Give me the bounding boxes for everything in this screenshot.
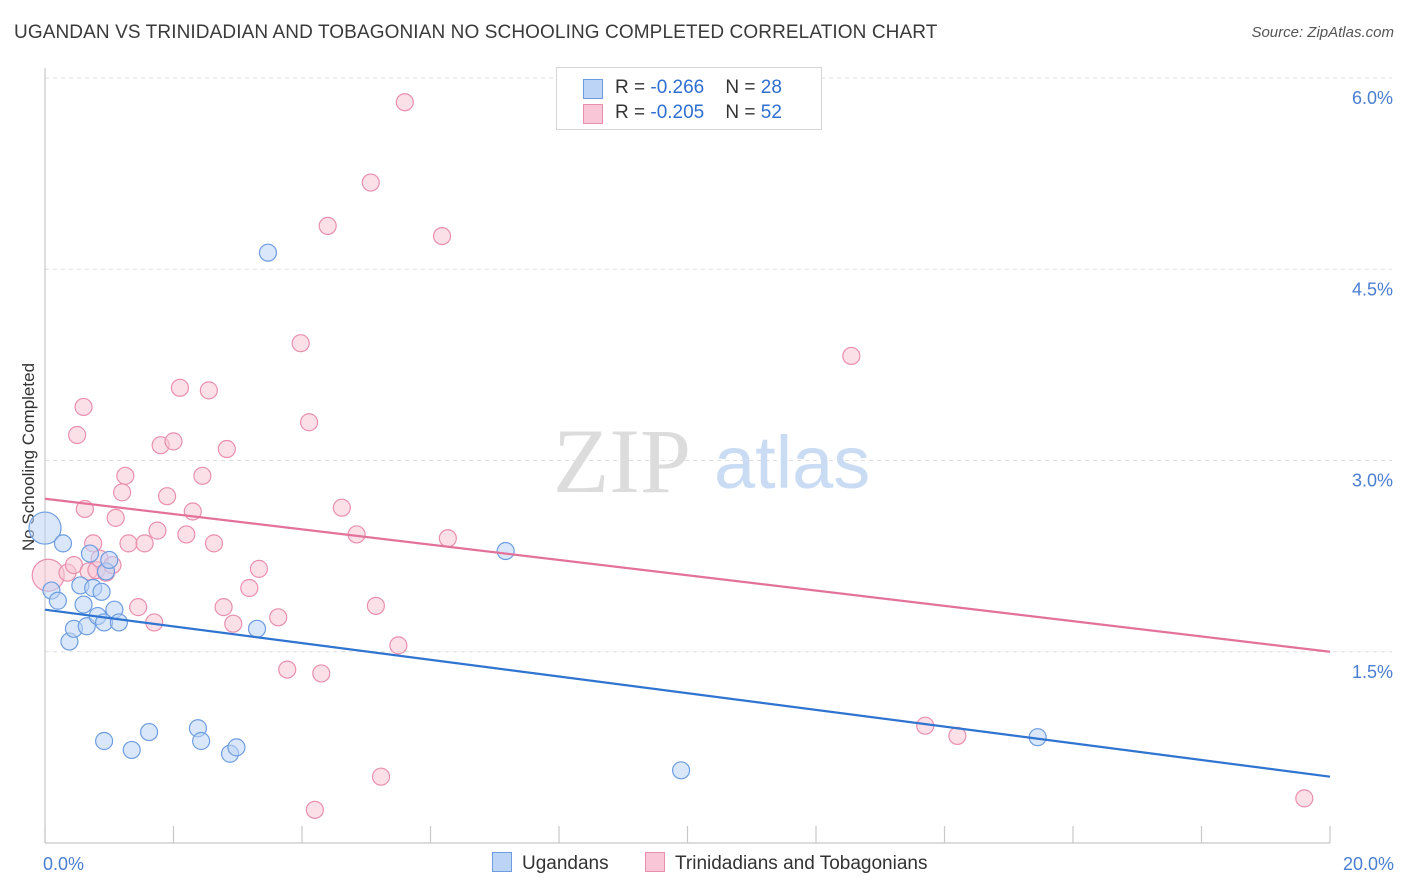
- legend-n-label: N =: [725, 77, 761, 98]
- ugandans-point-19: [122, 740, 141, 760]
- trinidadians-point-4: [74, 397, 93, 417]
- ugandans-point-24: [227, 738, 246, 757]
- legend-swatch-blue: [583, 79, 603, 99]
- trinidadians-point-19: [148, 521, 167, 540]
- watermark: ZIP atlas: [553, 410, 870, 512]
- y-tick-label-1: 3.0%: [1352, 471, 1393, 491]
- y-tick-label-3: 6.0%: [1352, 88, 1393, 108]
- trinidadians-point-31: [224, 614, 243, 633]
- ugandans-point-25: [247, 619, 267, 638]
- trinidadians-point-3: [68, 425, 87, 445]
- trinidadians-point-43: [361, 173, 380, 192]
- trinidadians-point-41: [332, 498, 351, 517]
- trinidadians-point-22: [164, 432, 183, 451]
- legend-label-ugandans: Ugandans: [522, 853, 609, 874]
- ugandans-point-3: [53, 534, 73, 553]
- trinidadians-point-48: [432, 227, 452, 246]
- trinidadians-point-28: [204, 534, 224, 553]
- legend-r-value: -0.205: [650, 102, 705, 123]
- x-tick-label-1: 20.0%: [1343, 854, 1394, 874]
- series-trinidadians-points: [31, 93, 1314, 819]
- ugandans-point-28: [671, 761, 691, 780]
- ugandans-point-27: [496, 541, 515, 561]
- trinidadians-point-30: [217, 439, 236, 459]
- trinidadians-point-27: [199, 381, 218, 400]
- chart-title: UGANDAN VS TRINIDADIAN AND TOBAGONIAN NO…: [14, 22, 938, 43]
- legend-r-label: R =: [615, 102, 651, 123]
- trinidadians-point-12: [106, 508, 125, 527]
- x-tick-labels: 0.0% 20.0%: [43, 854, 1394, 874]
- correlation-legend: R = -0.266 N = 28 R = -0.205 N = 52: [556, 67, 822, 130]
- trinidadians-point-34: [269, 608, 288, 627]
- ugandans-point-15: [100, 550, 119, 570]
- legend-swatch-trinidadians: [645, 852, 665, 872]
- gridlines: [45, 77, 1392, 653]
- trinidadians-point-40: [318, 216, 337, 235]
- trinidadians-point-29: [214, 598, 233, 617]
- legend-r-label: R =: [615, 77, 651, 98]
- ugandans-point-26: [258, 243, 278, 262]
- trinidadians-point-46: [389, 636, 408, 655]
- watermark-zip: ZIP: [553, 410, 691, 512]
- ugandans-point-9: [80, 544, 100, 563]
- axes: [44, 68, 1331, 844]
- legend-item-ugandans: Ugandans: [492, 852, 609, 875]
- trinidadians-point-32: [240, 578, 259, 598]
- ugandans-point-7: [74, 595, 93, 614]
- y-tick-labels: 1.5% 3.0% 4.5% 6.0%: [1352, 88, 1393, 682]
- trinidadians-point-36: [291, 334, 310, 353]
- ugandans-point-17: [109, 613, 128, 632]
- legend-swatch-pink: [583, 104, 603, 124]
- trinidadians-point-23: [170, 378, 190, 397]
- trinidadians-point-44: [366, 596, 385, 615]
- trinidadians-point-37: [299, 413, 319, 432]
- trend-line-trinidadians: [44, 497, 1331, 653]
- y-tick-label-0: 1.5%: [1352, 662, 1393, 682]
- watermark-atlas: atlas: [714, 421, 870, 504]
- legend-item-trinidadians: Trinidadians and Tobagonians: [645, 852, 927, 875]
- x-tick-label-0: 0.0%: [43, 854, 84, 874]
- trend-lines: [44, 497, 1331, 778]
- trinidadians-point-26: [193, 466, 212, 485]
- trinidadians-point-24: [177, 525, 196, 544]
- trinidadians-point-53: [1295, 789, 1314, 808]
- legend-n-value: 52: [760, 102, 782, 123]
- y-axis-label: No Schooling Completed: [19, 363, 38, 551]
- ugandans-point-22: [192, 731, 211, 751]
- ugandans-point-0: [28, 511, 62, 545]
- trinidadians-point-35: [278, 660, 297, 679]
- trinidadians-point-15: [119, 534, 138, 553]
- ugandans-point-12: [92, 582, 111, 601]
- trinidadians-point-33: [249, 559, 269, 578]
- trinidadians-point-17: [135, 534, 154, 553]
- trinidadians-point-16: [129, 598, 148, 617]
- trinidadians-point-39: [312, 664, 331, 683]
- trinidadians-point-45: [371, 767, 391, 786]
- trend-line-ugandans: [44, 608, 1331, 778]
- source-label: Source: ZipAtlas.com: [1251, 24, 1394, 41]
- trinidadians-point-14: [116, 466, 135, 485]
- series-ugandans-points: [28, 243, 1047, 780]
- trinidadians-point-47: [395, 93, 414, 112]
- y-tick-label-2: 4.5%: [1352, 279, 1393, 299]
- ugandans-point-18: [95, 731, 114, 751]
- legend-n-label: N =: [725, 102, 761, 123]
- legend-label-trinidadians: Trinidadians and Tobagonians: [675, 853, 928, 874]
- legend-swatch-ugandans: [492, 852, 512, 872]
- ugandans-point-20: [139, 722, 159, 742]
- trinidadians-point-50: [842, 346, 861, 366]
- trinidadians-point-21: [157, 487, 177, 506]
- legend-n-value: 28: [760, 77, 782, 98]
- trinidadians-point-13: [112, 483, 132, 502]
- trinidadians-point-38: [305, 800, 324, 819]
- legend-r-value: -0.266: [650, 77, 705, 98]
- trinidadians-point-49: [438, 529, 457, 548]
- ugandans-point-2: [48, 591, 67, 610]
